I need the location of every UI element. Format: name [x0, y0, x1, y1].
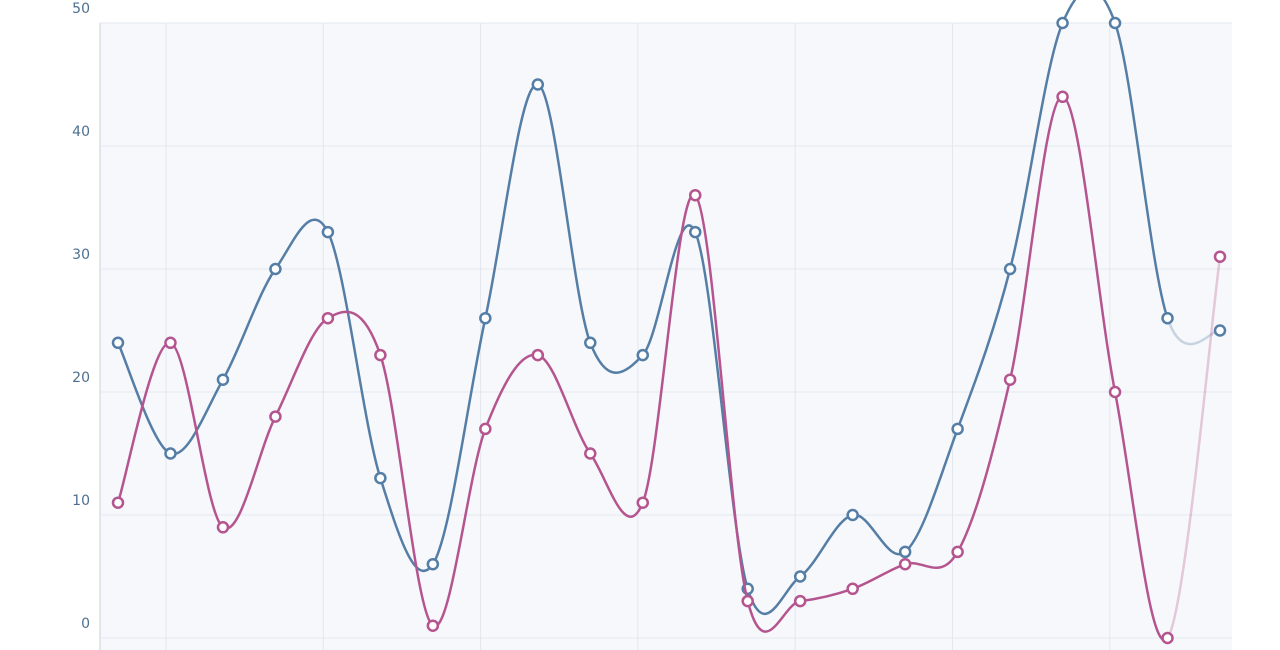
point-marker	[846, 582, 859, 596]
y-tick-label: 30	[72, 247, 90, 263]
point-marker	[846, 508, 859, 522]
point-marker	[1003, 373, 1017, 386]
y-tick-label: 0	[81, 616, 90, 632]
point-marker	[793, 570, 807, 583]
point-marker	[898, 557, 912, 571]
point-marker	[1056, 90, 1069, 104]
y-tick-label: 50	[72, 1, 90, 17]
point-marker	[584, 447, 597, 460]
point-marker	[741, 594, 754, 608]
point-marker	[531, 78, 545, 91]
point-marker	[584, 336, 597, 350]
point-marker	[688, 188, 702, 202]
point-marker	[164, 336, 177, 350]
point-marker	[269, 410, 282, 423]
point-marker	[688, 225, 702, 239]
point-marker	[1161, 631, 1174, 645]
point-marker	[111, 336, 125, 350]
point-marker	[164, 447, 177, 460]
point-marker	[951, 422, 964, 436]
point-marker	[1213, 324, 1227, 337]
y-tick-label: 40	[72, 124, 90, 140]
point-marker	[374, 348, 387, 362]
point-marker	[793, 594, 807, 608]
point-marker	[479, 311, 492, 325]
point-marker	[216, 521, 230, 534]
y-tick-label: 10	[72, 493, 90, 509]
point-marker	[898, 545, 912, 559]
point-marker	[111, 496, 125, 509]
point-marker	[1213, 250, 1227, 263]
point-marker	[426, 557, 440, 571]
point-marker	[426, 619, 440, 632]
point-marker	[479, 422, 492, 436]
point-marker	[636, 348, 650, 362]
point-marker	[951, 545, 964, 559]
point-marker	[321, 225, 335, 239]
point-marker	[1108, 385, 1122, 399]
point-marker	[1108, 16, 1122, 30]
point-marker	[269, 262, 282, 276]
point-marker	[374, 471, 387, 485]
point-marker	[216, 373, 230, 386]
point-marker	[321, 311, 335, 325]
point-marker	[1003, 262, 1017, 276]
point-marker	[636, 496, 650, 509]
point-marker	[1056, 16, 1069, 30]
plot-area	[100, 23, 1232, 650]
point-marker	[1161, 311, 1174, 325]
y-tick-label: 20	[72, 370, 90, 386]
point-marker	[531, 348, 545, 362]
